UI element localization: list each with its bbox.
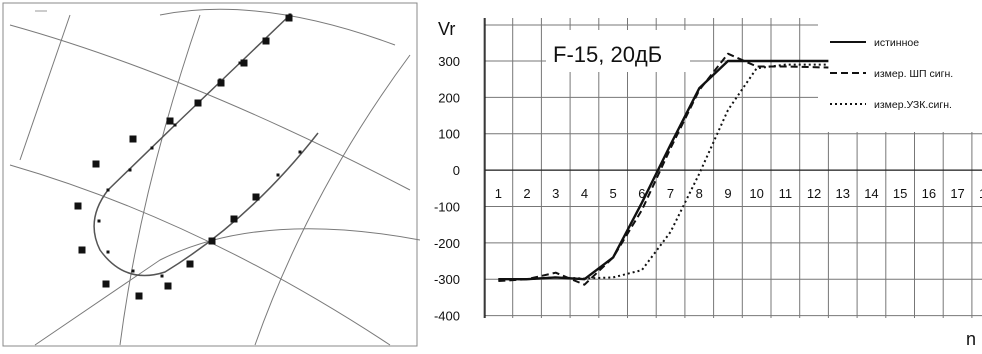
trajectory-frame (2, 2, 418, 347)
y-tick-label: -300 (434, 272, 460, 287)
x-tick-label: 15 (893, 186, 907, 201)
x-tick-label: 18 (979, 186, 982, 201)
y-tick-label: -100 (434, 199, 460, 214)
measured-point (186, 260, 194, 268)
grid-arc-2 (9, 164, 391, 346)
track-point (276, 173, 280, 177)
trajectory-panel (0, 0, 421, 349)
legend-label: измер.УЗК.сигн. (874, 99, 952, 111)
x-tick-label: 9 (724, 186, 731, 201)
track-point (106, 250, 110, 254)
grid-arc-3 (159, 8, 396, 46)
track-point (150, 146, 154, 150)
series-line-solid (498, 59, 829, 281)
legend-label: истинное (874, 37, 919, 49)
y-tick-label: 100 (438, 127, 460, 142)
track-point (298, 150, 302, 154)
y-tick-label: 200 (438, 90, 460, 105)
measured-point (164, 282, 172, 290)
grid-line-3 (254, 54, 411, 346)
y-axis-label: Vr (438, 19, 455, 39)
measured-point (285, 14, 293, 22)
title-background (546, 30, 690, 72)
track-point (173, 123, 177, 127)
track-point (106, 188, 110, 192)
x-axis-label: n (966, 329, 976, 349)
measured-point (129, 135, 137, 143)
grid-line-1 (19, 14, 71, 161)
x-tick-label: 11 (779, 186, 793, 201)
x-tick-label: 5 (610, 186, 617, 201)
track-line (93, 14, 319, 277)
coordinate-grid (9, 8, 421, 346)
measured-point (166, 117, 174, 125)
measured-point (74, 202, 82, 210)
x-tick-label: 16 (922, 186, 936, 201)
x-tick-label: 4 (581, 186, 588, 201)
measured-point (135, 292, 143, 300)
track-point (97, 219, 101, 223)
chart-legend: истинное измер. ШП сигн. измер.УЗК.сигн. (830, 37, 953, 111)
track-point (160, 274, 164, 278)
measured-point (194, 99, 202, 107)
measured-point (208, 237, 216, 245)
measured-point (92, 160, 100, 168)
x-tick-label: 1 (495, 186, 502, 201)
x-tick-label: 14 (864, 186, 878, 201)
measured-point (102, 280, 110, 288)
measured-point (230, 215, 238, 223)
track-point (128, 168, 132, 172)
measured-points (74, 14, 293, 300)
x-tick-label: 10 (749, 186, 763, 201)
measured-point (78, 246, 86, 254)
chart-series (498, 52, 829, 286)
measured-point (252, 193, 260, 201)
track-point (238, 61, 242, 65)
x-tick-label: 7 (667, 186, 674, 201)
x-tick-label: 3 (552, 186, 559, 201)
legend-background (818, 18, 982, 132)
x-tick-label: 12 (807, 186, 821, 201)
grid-arc-4 (34, 228, 421, 346)
measured-point (217, 79, 225, 87)
legend-label: измер. ШП сигн. (874, 68, 953, 80)
x-tick-label: 8 (696, 186, 703, 201)
y-tick-label: 0 (453, 163, 460, 178)
measured-point (240, 59, 248, 67)
chart-title: F-15, 20дБ (553, 42, 662, 67)
grid-arc-1 (9, 24, 411, 191)
trajectory-plot (2, 2, 421, 347)
y-tick-label: -200 (434, 236, 460, 251)
track-point (131, 269, 135, 273)
chart-panel: 300 200 100 0 -100 -200 -300 -400 1 2 3 4 5 6 7 8 9 10 11 1… (420, 0, 982, 349)
x-tick-label: 17 (950, 186, 964, 201)
x-tick-label: 6 (638, 186, 645, 201)
series-line-dashed (498, 52, 829, 286)
x-tick-label: 2 (523, 186, 530, 201)
grid-line-2 (119, 14, 201, 346)
measured-point (262, 37, 270, 45)
y-tick-label: 300 (438, 54, 460, 69)
x-tick-label: 13 (836, 186, 850, 201)
y-tick-label: -400 (434, 309, 460, 324)
